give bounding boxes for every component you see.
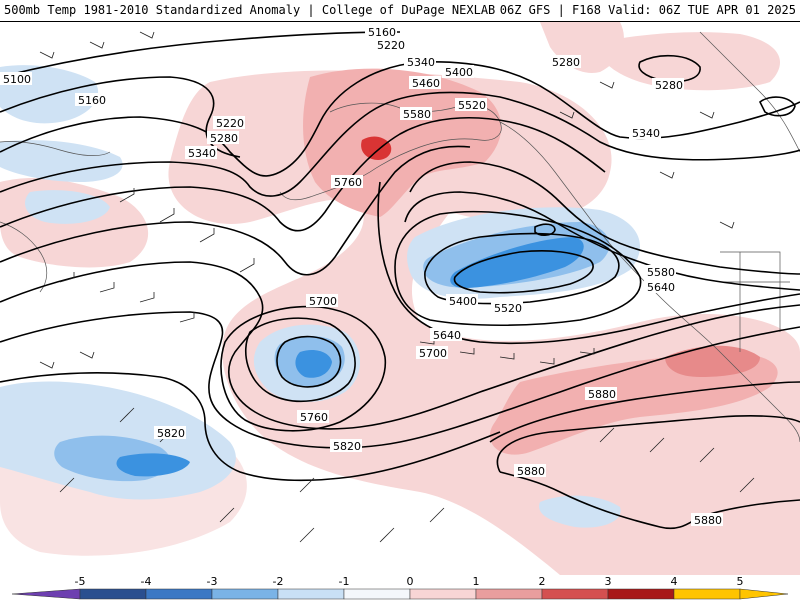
- contour-label: 5280: [552, 56, 580, 69]
- contour-label: 5700: [419, 347, 447, 360]
- contour-label: 5520: [494, 302, 522, 315]
- contour-label: 5160: [78, 94, 106, 107]
- contour-label: 5340: [407, 56, 435, 69]
- colorbar-tick-label: -2: [273, 575, 284, 588]
- colorbar-tick-label: -3: [207, 575, 218, 588]
- colorbar-swatch: [607, 588, 675, 600]
- colorbar-swatch: [475, 588, 543, 600]
- contour-label: 5760: [334, 176, 362, 189]
- colorbar-swatch: [11, 588, 81, 600]
- contour-label: 5340: [632, 127, 660, 140]
- colorbar-tick-label: -1: [339, 575, 350, 588]
- contour-label: 5820: [333, 440, 361, 453]
- contour-label: 5580: [403, 108, 431, 121]
- map-title: 500mb Temp 1981-2010 Standardized Anomal…: [4, 3, 496, 17]
- colorbar-tick-label: 0: [407, 575, 414, 588]
- colorbar-tick-label: 2: [539, 575, 546, 588]
- contour-label: 5400: [445, 66, 473, 79]
- colorbar-tick-label: -4: [141, 575, 152, 588]
- colorbar-tick-labels: -5 -4 -3 -2 -1 0 1 2 3 4 5: [75, 575, 744, 588]
- colorbar-tick-label: -5: [75, 575, 86, 588]
- colorbar-swatch: [673, 588, 741, 600]
- contour-label: 5760: [300, 411, 328, 424]
- strong-warm-anomaly-shading: [361, 136, 392, 160]
- contour-label: 5880: [517, 465, 545, 478]
- colorbar-tick-label: 5: [737, 575, 744, 588]
- contour-label: 5280: [210, 132, 238, 145]
- contour-label: 5700: [309, 295, 337, 308]
- colorbar-swatch: [541, 588, 609, 600]
- colorbar-swatch: [211, 588, 279, 600]
- contour-label: 5340: [188, 147, 216, 160]
- colorbar-swatch: [409, 588, 477, 600]
- contour-label: 5160: [368, 26, 396, 39]
- contour-label: 5400: [449, 295, 477, 308]
- colorbar-swatch: [79, 588, 147, 600]
- colorbar-swatch: [277, 588, 345, 600]
- strong-cold-anomaly-shading: [116, 237, 584, 477]
- colorbar-swatch: [343, 588, 411, 600]
- header-bar: 500mb Temp 1981-2010 Standardized Anomal…: [0, 0, 800, 22]
- colorbar-tick-label: 4: [671, 575, 678, 588]
- colorbar-tick-label: 1: [473, 575, 480, 588]
- contour-labels: 5100 5160 5160 5220 5220 5280 5280 5280 …: [0, 25, 723, 527]
- contour-label: 5580: [647, 266, 675, 279]
- model-valid-time: 06Z GFS | F168 Valid: 06Z TUE APR 01 202…: [499, 3, 796, 17]
- anomaly-colorbar: -5 -4 -3 -2 -1 0 1 2 3 4 5: [0, 575, 800, 600]
- contour-label: 5640: [647, 281, 675, 294]
- contour-label: 5820: [157, 427, 185, 440]
- contour-label: 5640: [433, 329, 461, 342]
- contour-label: 5880: [694, 514, 722, 527]
- contour-label: 5220: [377, 39, 405, 52]
- colorbar-swatches: [11, 588, 789, 600]
- contour-label: 5220: [216, 117, 244, 130]
- contour-label: 5460: [412, 77, 440, 90]
- contour-label: 5280: [655, 79, 683, 92]
- colorbar-swatch: [145, 588, 213, 600]
- contour-label: 5100: [3, 73, 31, 86]
- colorbar-tick-label: 3: [605, 575, 612, 588]
- anomaly-map: 5100 5160 5160 5220 5220 5280 5280 5280 …: [0, 22, 800, 575]
- contour-label: 5520: [458, 99, 486, 112]
- colorbar-swatch: [739, 588, 789, 600]
- contour-label: 5880: [588, 388, 616, 401]
